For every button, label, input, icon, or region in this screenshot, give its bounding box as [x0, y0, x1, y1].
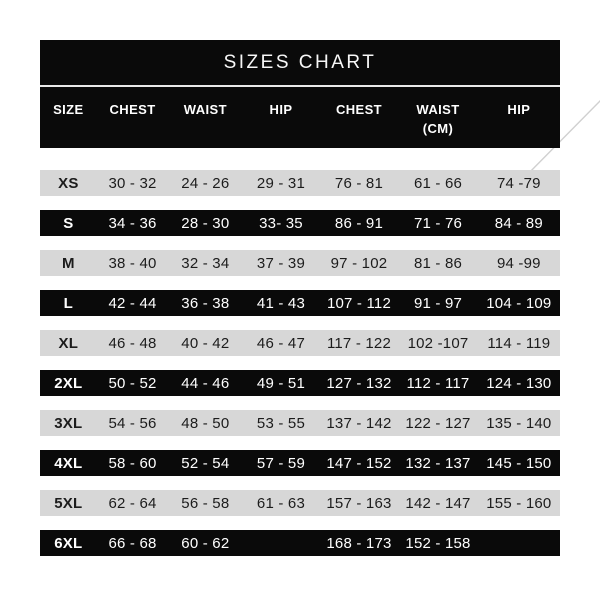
value-cell: 46 - 47 — [256, 334, 306, 352]
value-cell: 168 - 173 — [326, 534, 392, 552]
value-cell: 71 - 76 — [413, 214, 463, 232]
page-title: SIZES CHART — [223, 51, 377, 73]
value-cell: 46 - 48 — [108, 334, 157, 352]
value-cell: 24 - 26 — [181, 174, 230, 192]
value-cell: 104 - 109 — [486, 294, 552, 312]
size-cell: 3XL — [54, 414, 83, 432]
value-cell: 49 - 51 — [256, 374, 306, 392]
value-cell: 34 - 36 — [108, 214, 157, 232]
value-cell: 54 - 56 — [108, 414, 157, 432]
value-cell: 81 - 86 — [413, 254, 463, 272]
header-cell-waist-in: WAIST — [183, 102, 227, 117]
value-cell: 32 - 34 — [181, 254, 230, 272]
sizes-chart: SIZES CHART SIZE CHEST WAIST HIP CHEST W… — [40, 40, 560, 556]
value-cell: 36 - 38 — [181, 294, 230, 312]
value-cell: 40 - 42 — [181, 334, 230, 352]
value-cell: 62 - 64 — [108, 494, 157, 512]
size-cell: M — [61, 254, 75, 272]
value-cell: 38 - 40 — [108, 254, 157, 272]
value-cell: 124 - 130 — [486, 374, 552, 392]
value-cell: 155 - 160 — [486, 494, 552, 512]
value-cell: 52 - 54 — [181, 454, 230, 472]
table-row-5xl: 5XL 62 - 64 56 - 58 61 - 63 157 - 163 14… — [40, 490, 560, 516]
size-cell: 5XL — [54, 494, 83, 512]
value-cell: 142 - 147 — [405, 494, 471, 512]
header-cell-hip-in: HIP — [269, 102, 293, 117]
value-cell: 41 - 43 — [256, 294, 306, 312]
size-cell: 6XL — [54, 534, 83, 552]
value-cell: 97 - 102 — [330, 254, 388, 272]
value-cell: 50 - 52 — [108, 374, 157, 392]
table-row-xl: XL 46 - 48 40 - 42 46 - 47 117 - 122 102… — [40, 330, 560, 356]
size-cell: 4XL — [54, 454, 83, 472]
value-cell: 74 -79 — [496, 174, 541, 192]
value-cell: 84 - 89 — [494, 214, 543, 232]
header-cell-chest-in: CHEST — [109, 102, 156, 117]
size-cell: 2XL — [54, 374, 83, 392]
value-cell: 37 - 39 — [256, 254, 306, 272]
value-cell: 122 - 127 — [405, 414, 471, 432]
value-cell: 135 - 140 — [486, 414, 552, 432]
value-cell: 157 - 163 — [326, 494, 392, 512]
value-cell: 56 - 58 — [181, 494, 230, 512]
table-body: XS 30 - 32 24 - 26 29 - 31 76 - 81 61 - … — [40, 170, 560, 556]
value-cell: 137 - 142 — [326, 414, 392, 432]
value-cell: 57 - 59 — [256, 454, 306, 472]
value-cell: 112 - 117 — [406, 374, 470, 392]
value-cell: 58 - 60 — [108, 454, 157, 472]
size-cell: XL — [58, 334, 79, 352]
value-cell: 152 - 158 — [405, 534, 471, 552]
title-bar: SIZES CHART — [40, 40, 560, 87]
size-cell: S — [63, 214, 74, 232]
header-cell-chest-cm: CHEST — [335, 102, 382, 117]
value-cell: 86 - 91 — [334, 214, 384, 232]
value-cell: 61 - 63 — [256, 494, 306, 512]
value-cell: 42 - 44 — [108, 294, 157, 312]
value-cell: 114 - 119 — [487, 334, 551, 352]
value-cell: 33- 35 — [259, 214, 303, 232]
value-cell: 127 - 132 — [326, 374, 392, 392]
table-row-s: S 34 - 36 28 - 30 33- 35 86 - 91 71 - 76… — [40, 210, 560, 236]
value-cell: 53 - 55 — [256, 414, 306, 432]
value-cell: 28 - 30 — [181, 214, 230, 232]
table-row-6xl: 6XL 66 - 68 60 - 62 168 - 173 152 - 158 — [40, 530, 560, 556]
value-cell: 61 - 66 — [413, 174, 463, 192]
table-row-4xl: 4XL 58 - 60 52 - 54 57 - 59 147 - 152 13… — [40, 450, 560, 476]
size-cell: XS — [58, 174, 79, 192]
value-cell: 30 - 32 — [108, 174, 157, 192]
header-cell-hip-cm: HIP — [507, 102, 531, 117]
value-cell: 147 - 152 — [326, 454, 392, 472]
value-cell: 94 -99 — [496, 254, 541, 272]
value-cell: 91 - 97 — [413, 294, 463, 312]
table-row-m: M 38 - 40 32 - 34 37 - 39 97 - 102 81 - … — [40, 250, 560, 276]
value-cell: 107 - 112 — [326, 294, 392, 312]
value-cell: 48 - 50 — [181, 414, 230, 432]
table-row-xs: XS 30 - 32 24 - 26 29 - 31 76 - 81 61 - … — [40, 170, 560, 196]
header-cell-waist-cm: WAIST (CM) — [416, 102, 460, 136]
value-cell: 102 -107 — [407, 334, 469, 352]
table-row-2xl: 2XL 50 - 52 44 - 46 49 - 51 127 - 132 11… — [40, 370, 560, 396]
value-cell: 117 - 122 — [326, 334, 392, 352]
table-row-l: L 42 - 44 36 - 38 41 - 43 107 - 112 91 -… — [40, 290, 560, 316]
value-cell: 60 - 62 — [181, 534, 230, 552]
size-cell: L — [63, 294, 74, 312]
value-cell: 145 - 150 — [486, 454, 552, 472]
value-cell: 76 - 81 — [334, 174, 384, 192]
table-header-row: SIZE CHEST WAIST HIP CHEST WAIST (CM) HIP — [40, 87, 560, 148]
table-row-3xl: 3XL 54 - 56 48 - 50 53 - 55 137 - 142 12… — [40, 410, 560, 436]
value-cell: 66 - 68 — [108, 534, 157, 552]
header-cell-size: SIZE — [53, 102, 84, 117]
value-cell: 132 - 137 — [405, 454, 471, 472]
value-cell: 44 - 46 — [181, 374, 230, 392]
value-cell: 29 - 31 — [256, 174, 306, 192]
